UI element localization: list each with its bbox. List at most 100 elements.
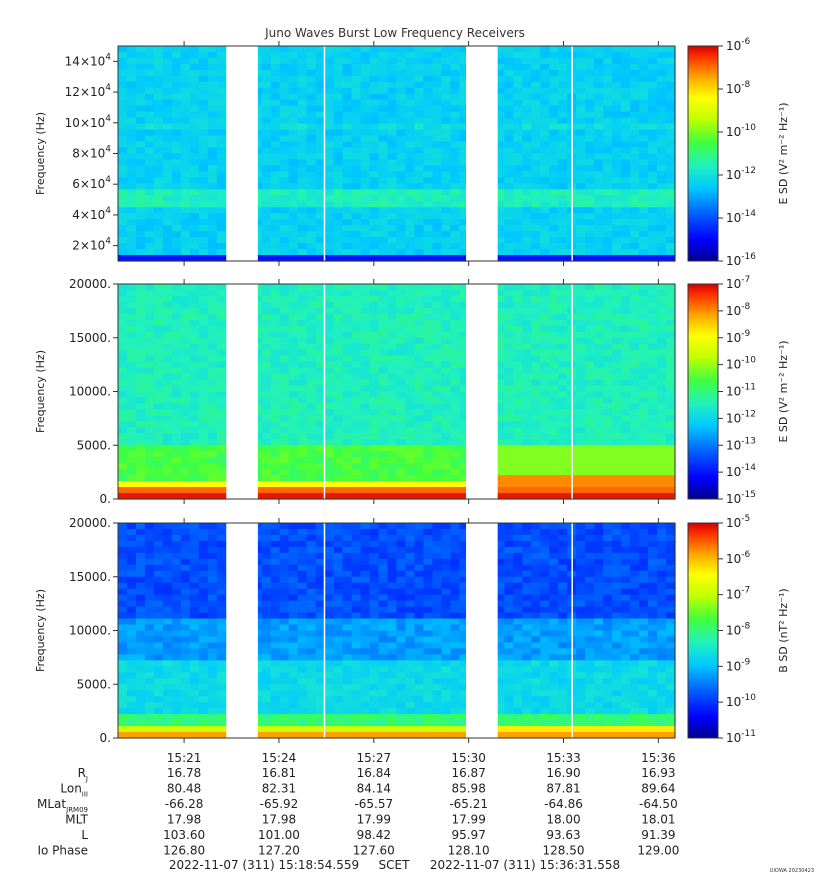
spectrogram-cell (324, 301, 335, 309)
spectrogram-cell (666, 105, 676, 113)
spectrogram-cell (153, 313, 164, 321)
spectrogram-cell (135, 159, 146, 167)
spectrogram-cell (549, 207, 559, 214)
spectrogram-cell (342, 213, 353, 220)
spectrogram-cell (504, 57, 514, 65)
spectrogram-cell (180, 219, 191, 226)
spectrogram-cell (270, 337, 281, 345)
spectrogram-cell (603, 93, 613, 101)
spectrogram-cell (162, 528, 173, 536)
spectrogram-cell (531, 463, 541, 470)
spectrogram-cell (162, 237, 173, 244)
spectrogram-cell (207, 295, 218, 303)
spectrogram-cell (414, 69, 425, 77)
spectrogram-cell (387, 451, 398, 458)
spectrogram-cell (288, 231, 299, 238)
spectrogram-cell (441, 355, 451, 363)
spectrogram-cell (378, 81, 389, 89)
data-gap (466, 45, 498, 262)
spectrogram-cell (585, 319, 595, 327)
spectrogram-cell (261, 201, 272, 208)
spectrogram-cell (162, 415, 173, 422)
spectrogram-cell (648, 397, 658, 405)
spectrogram-cell (216, 165, 227, 173)
spectrogram-cell (118, 487, 128, 494)
spectrogram-cell (396, 135, 407, 143)
spectrogram-cell (162, 600, 173, 608)
spectrogram-cell (288, 225, 299, 232)
spectrogram-cell (171, 600, 182, 608)
spectrogram-cell (189, 451, 200, 458)
spectrogram-cell (459, 415, 469, 422)
spectrogram-cell (297, 325, 308, 333)
spectrogram-cell (540, 451, 550, 458)
spectrogram-cell (531, 295, 541, 303)
spectrogram-cell (315, 75, 326, 83)
spectrogram-cell (657, 225, 667, 232)
spectrogram-cell (630, 415, 640, 422)
spectrogram-cell (126, 337, 137, 345)
spectrogram-cell (297, 63, 308, 71)
spectrogram-cell (405, 129, 416, 137)
spectrogram-cell (441, 289, 451, 297)
spectrogram-cell (144, 46, 155, 53)
spectrogram-cell (297, 249, 308, 256)
spectrogram-cell (118, 493, 128, 500)
spectrogram-cell (639, 237, 649, 244)
spectrogram-cell (585, 421, 595, 428)
spectrogram-cell (378, 469, 389, 476)
spectrogram-cell (612, 57, 622, 65)
spectrogram-cell (306, 343, 317, 351)
spectrogram-cell (612, 313, 622, 321)
spectrogram-cell (603, 213, 613, 220)
spectrogram-cell (450, 289, 460, 297)
spectrogram-cell (414, 445, 425, 452)
spectrogram-cell (603, 159, 613, 167)
spectrogram-cell (171, 618, 182, 626)
spectrogram-cell (279, 451, 290, 458)
spectrogram-cell (126, 81, 137, 89)
spectrogram-cell (495, 481, 505, 488)
spectrogram-cell (387, 75, 398, 83)
spectrogram-cell (630, 99, 640, 107)
spectrogram-cell (171, 714, 182, 721)
spectrogram-cell (288, 325, 299, 333)
spectrogram-cell (351, 51, 362, 59)
spectrogram-cell (531, 171, 541, 178)
spectrogram-cell (531, 105, 541, 113)
spectrogram-cell (171, 201, 182, 208)
spectrogram-cell (171, 409, 182, 416)
spectrogram-cell (378, 237, 389, 244)
spectrogram-cell (297, 475, 308, 482)
spectrogram-cell (603, 487, 613, 494)
spectrogram-cell (126, 714, 137, 721)
spectrogram-cell (648, 379, 658, 387)
spectrogram-cell (387, 439, 398, 446)
spectrogram-cell (118, 361, 128, 369)
spectrogram-cell (414, 57, 425, 65)
spectrogram-cell (333, 135, 344, 143)
spectrogram-cell (171, 331, 182, 339)
spectrogram-cell (279, 99, 290, 107)
spectrogram-cell (126, 720, 137, 727)
spectrogram-cell (135, 648, 146, 655)
spectrogram-cell (648, 367, 658, 375)
spectrogram-cell (207, 558, 218, 566)
y-tick-label: 10000. (69, 385, 111, 399)
spectrogram-cell (549, 99, 559, 107)
spectrogram-cell (118, 612, 128, 620)
spectrogram-cell (216, 177, 227, 184)
spectrogram-cell (369, 445, 380, 452)
spectrogram-cell (603, 284, 613, 291)
spectrogram-cell (171, 540, 182, 548)
spectrogram-cell (333, 325, 344, 333)
spectrogram-cell (144, 600, 155, 608)
spectrogram-cell (522, 355, 532, 363)
spectrogram-cell (144, 141, 155, 149)
spectrogram-cell (648, 237, 658, 244)
spectrogram-cell (126, 373, 137, 381)
spectrogram-cell (387, 153, 398, 161)
spectrogram-cell (351, 481, 362, 488)
spectrogram-cell (387, 307, 398, 315)
spectrogram-cell (450, 177, 460, 184)
